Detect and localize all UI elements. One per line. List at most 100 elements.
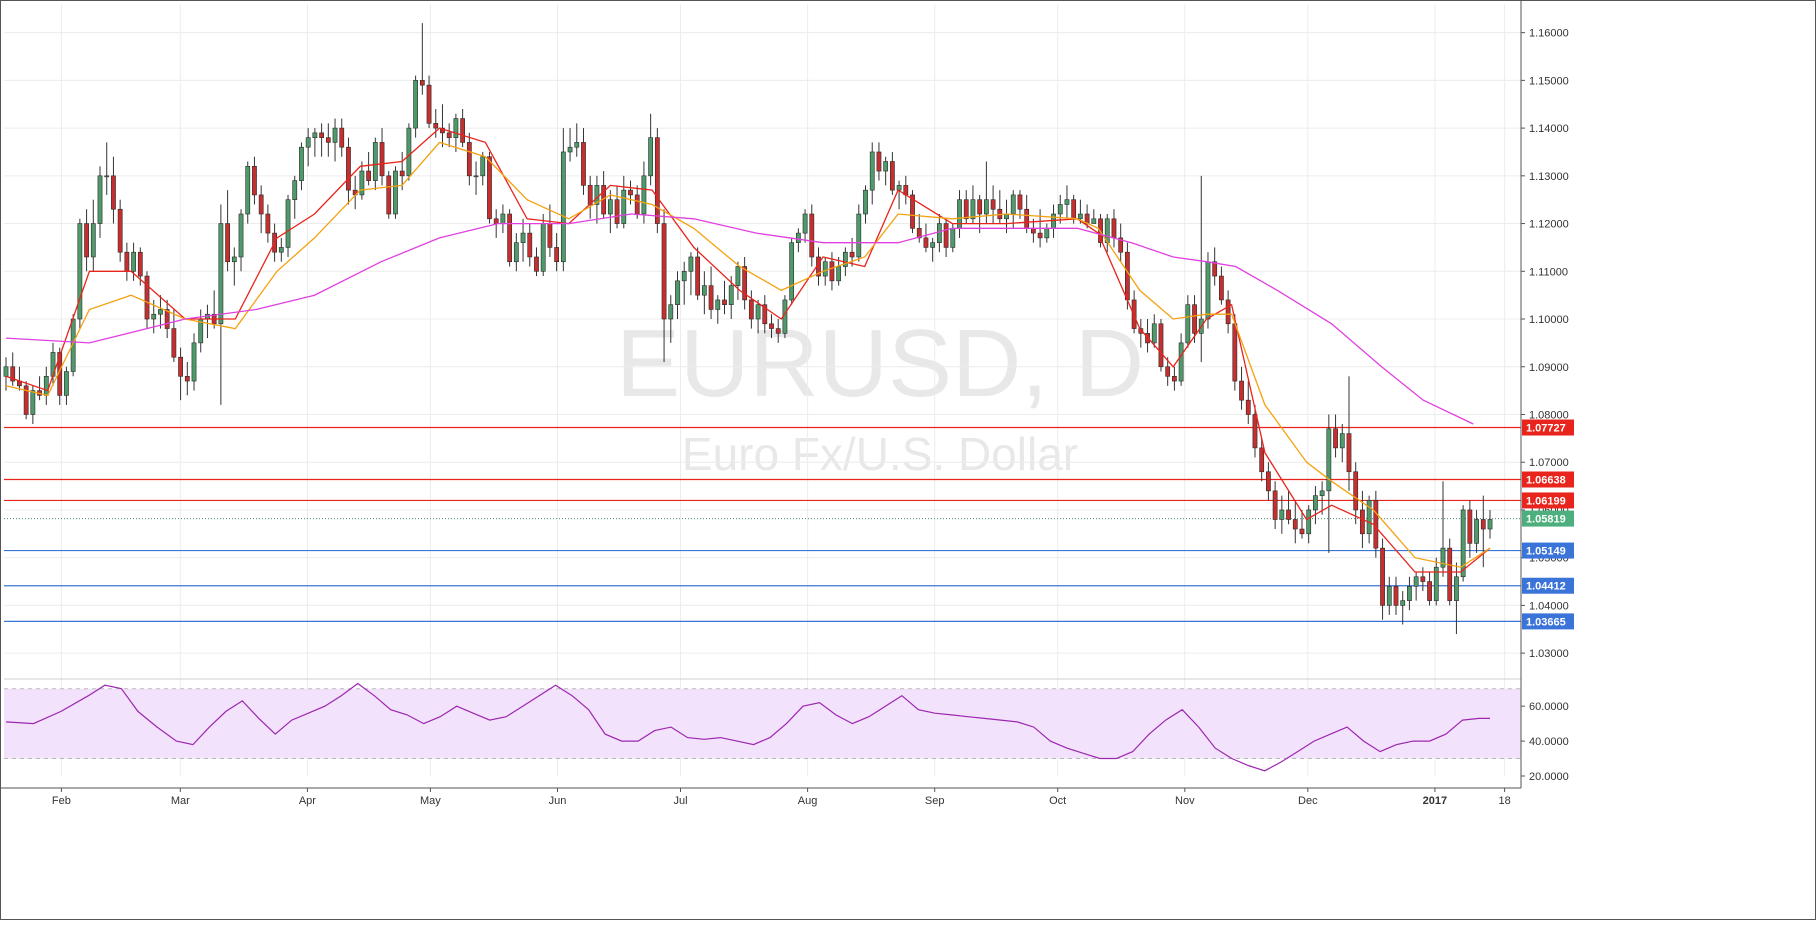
candles[interactable] xyxy=(3,23,1493,635)
candle[interactable] xyxy=(762,295,768,334)
time-axis[interactable]: Feb Mar Apr May Jun Jul Aug Sep Oct Nov Dec 2017 18 xyxy=(52,788,1511,807)
candle[interactable] xyxy=(574,123,580,157)
candle[interactable] xyxy=(77,218,83,329)
candle[interactable] xyxy=(487,151,492,224)
candle[interactable] xyxy=(460,109,465,148)
candle[interactable] xyxy=(560,128,566,272)
candle[interactable] xyxy=(1474,509,1479,553)
candle[interactable] xyxy=(883,156,889,186)
candle[interactable] xyxy=(319,123,324,157)
candle[interactable] xyxy=(607,190,613,234)
candle[interactable] xyxy=(681,261,687,305)
candle[interactable] xyxy=(466,132,472,186)
candle[interactable] xyxy=(346,137,351,205)
candle[interactable] xyxy=(379,128,385,186)
candle[interactable] xyxy=(184,361,190,396)
candle[interactable] xyxy=(581,128,586,195)
candle[interactable] xyxy=(238,209,244,272)
candle[interactable] xyxy=(473,161,479,195)
candle[interactable] xyxy=(413,75,418,138)
candle[interactable] xyxy=(1433,557,1439,606)
candle[interactable] xyxy=(1420,567,1426,592)
candle[interactable] xyxy=(977,194,983,234)
candle[interactable] xyxy=(802,209,808,243)
candle[interactable] xyxy=(1017,190,1023,219)
price-axis[interactable]: 1.16000 1.15000 1.14000 1.13000 1.12000 1.110… xyxy=(1521,28,1569,783)
candle[interactable] xyxy=(1326,414,1332,553)
candle[interactable] xyxy=(1286,490,1291,525)
candle[interactable] xyxy=(252,156,257,205)
candle[interactable] xyxy=(1252,404,1258,458)
candle[interactable] xyxy=(64,366,69,405)
candle[interactable] xyxy=(178,347,183,401)
candle[interactable] xyxy=(1178,333,1184,386)
candle[interactable] xyxy=(856,204,862,262)
candle[interactable] xyxy=(1380,538,1385,620)
candle[interactable] xyxy=(158,295,163,329)
candle[interactable] xyxy=(614,185,620,229)
candle[interactable] xyxy=(641,161,647,224)
candle[interactable] xyxy=(769,314,774,339)
candle[interactable] xyxy=(1319,481,1325,515)
candle[interactable] xyxy=(1239,366,1244,410)
candle[interactable] xyxy=(1138,319,1144,348)
candle[interactable] xyxy=(292,175,298,219)
candle[interactable] xyxy=(735,261,741,300)
candle[interactable] xyxy=(1118,223,1124,262)
candle[interactable] xyxy=(1373,490,1379,558)
candle[interactable] xyxy=(144,271,150,329)
candle[interactable] xyxy=(3,357,9,391)
candle[interactable] xyxy=(621,175,627,229)
candle[interactable] xyxy=(554,233,560,272)
candle[interactable] xyxy=(889,151,895,195)
candle[interactable] xyxy=(10,352,16,386)
candle[interactable] xyxy=(1366,495,1372,544)
candle[interactable] xyxy=(742,256,748,310)
candle[interactable] xyxy=(426,75,432,129)
candle[interactable] xyxy=(440,104,445,148)
candle[interactable] xyxy=(278,237,284,262)
candle[interactable] xyxy=(258,185,264,234)
candle[interactable] xyxy=(1353,462,1359,525)
candle[interactable] xyxy=(1386,576,1392,615)
candle[interactable] xyxy=(567,128,573,162)
candle[interactable] xyxy=(399,151,405,191)
candle[interactable] xyxy=(715,295,721,324)
candle[interactable] xyxy=(225,190,230,272)
candle[interactable] xyxy=(1299,509,1305,539)
candle[interactable] xyxy=(117,199,123,262)
candle[interactable] xyxy=(359,161,365,200)
candle[interactable] xyxy=(943,218,949,257)
candle[interactable] xyxy=(305,128,311,167)
candle[interactable] xyxy=(701,271,707,315)
candle[interactable] xyxy=(722,280,727,315)
candle[interactable] xyxy=(628,180,633,205)
candle[interactable] xyxy=(339,118,345,157)
candle[interactable] xyxy=(1259,438,1265,482)
candle[interactable] xyxy=(1151,314,1157,348)
candle[interactable] xyxy=(164,299,170,339)
candle[interactable] xyxy=(1185,295,1191,348)
candle[interactable] xyxy=(1225,290,1231,334)
candle[interactable] xyxy=(1272,481,1278,530)
candle[interactable] xyxy=(366,151,371,186)
candle[interactable] xyxy=(84,209,89,272)
candle[interactable] xyxy=(527,223,533,267)
candle[interactable] xyxy=(708,266,714,320)
candle[interactable] xyxy=(1279,495,1285,534)
candle[interactable] xyxy=(332,118,338,162)
candle[interactable] xyxy=(990,185,996,224)
candle[interactable] xyxy=(795,228,801,253)
candle[interactable] xyxy=(1313,486,1318,525)
candle[interactable] xyxy=(1064,185,1070,219)
candle[interactable] xyxy=(648,113,654,186)
candle[interactable] xyxy=(869,142,875,205)
candle[interactable] xyxy=(97,166,103,238)
candle[interactable] xyxy=(90,199,96,272)
candle[interactable] xyxy=(386,171,392,219)
candle[interactable] xyxy=(748,290,754,329)
candle[interactable] xyxy=(822,256,828,286)
candle[interactable] xyxy=(1346,376,1352,491)
candle[interactable] xyxy=(863,185,868,224)
candle[interactable] xyxy=(299,142,304,191)
